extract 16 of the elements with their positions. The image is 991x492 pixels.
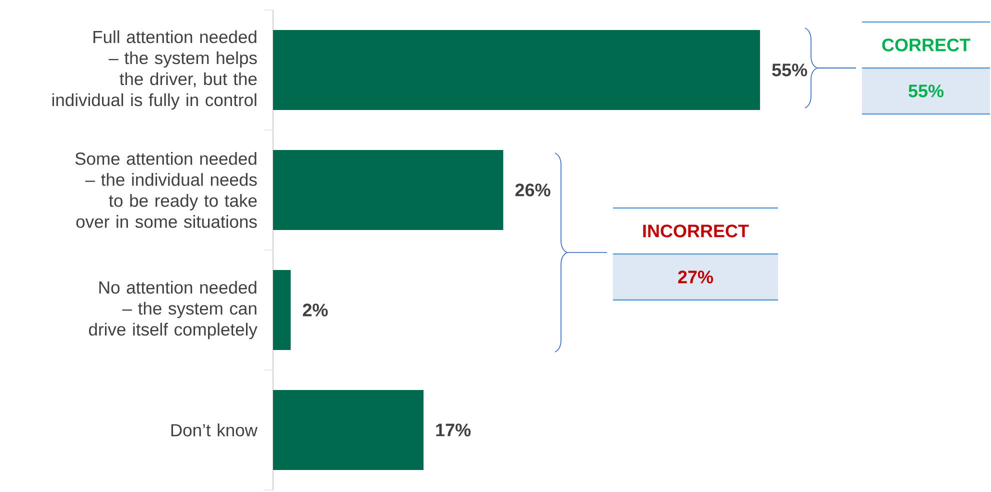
bar xyxy=(273,390,424,470)
data-label: 55% xyxy=(772,64,808,76)
bar xyxy=(273,270,291,350)
annotation: 27% xyxy=(678,270,714,284)
y-tick-label: Don’t know xyxy=(171,424,258,436)
bar xyxy=(273,30,760,110)
data-label: 26% xyxy=(515,184,550,196)
text: CORRECT xyxy=(882,38,970,52)
annotation: INCORRECT xyxy=(643,224,749,238)
y-tick-label: Some attention needed – the individual needs to be ready to take over in some situations xyxy=(75,152,257,228)
text: 55% xyxy=(908,84,944,98)
y-tick-label: No attention needed – the system can drive itself completely xyxy=(88,280,258,340)
y-tick-label: Full attention needed – the system helps the driver, but the individual is fully in control xyxy=(52,30,257,110)
bar xyxy=(273,150,504,230)
data-label: 2% xyxy=(302,304,328,316)
data-label: 17% xyxy=(436,424,471,436)
